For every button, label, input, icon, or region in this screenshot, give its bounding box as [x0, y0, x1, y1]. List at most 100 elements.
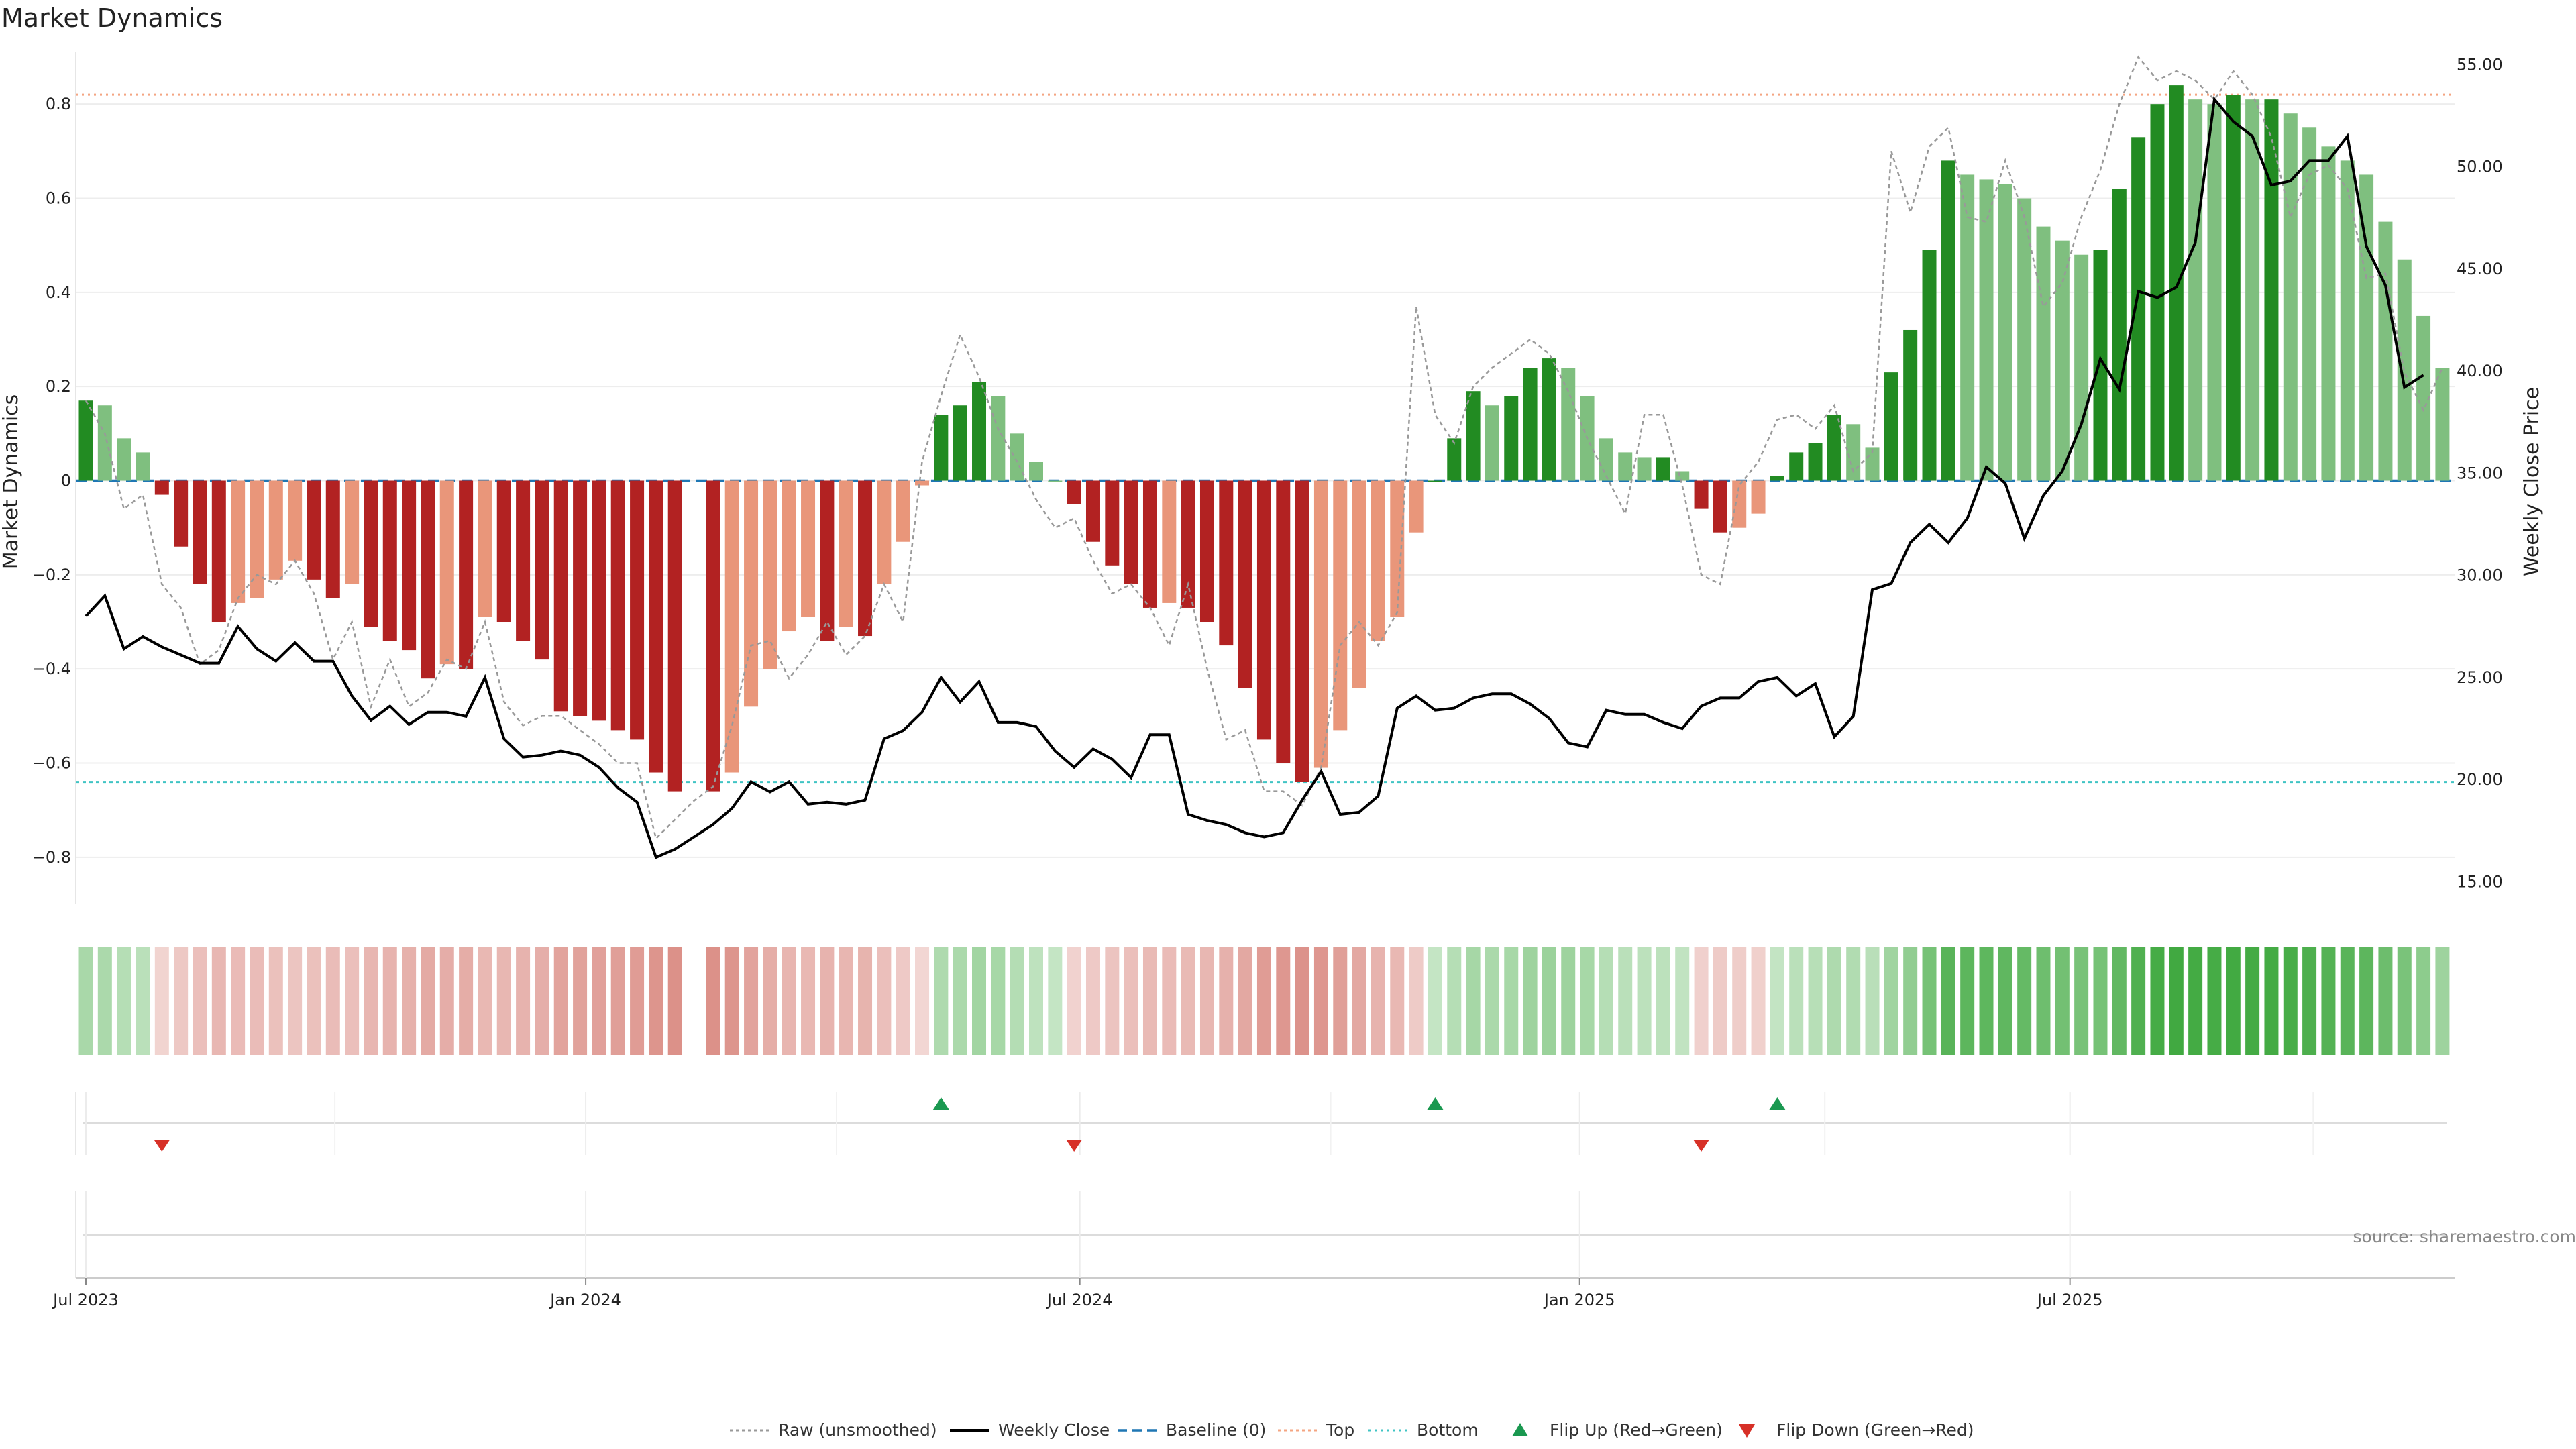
strip-cell: [325, 947, 340, 1055]
dynamics-bar: [2283, 113, 2298, 481]
dynamics-bar: [136, 452, 150, 481]
strip-cell: [2207, 947, 2222, 1055]
dynamics-bar: [2036, 226, 2051, 481]
dynamics-bar: [268, 480, 283, 580]
strip-cell: [1979, 947, 1994, 1055]
strip-cell: [553, 947, 568, 1055]
strip-cell: [174, 947, 189, 1055]
strip-cell: [1637, 947, 1652, 1055]
strip-cell: [1124, 947, 1138, 1055]
left-y-axis-label: Market Dynamics: [0, 394, 23, 570]
dynamics-bar: [1447, 438, 1462, 481]
dynamics-bar: [1694, 480, 1709, 509]
x-tick-label: Jan 2024: [549, 1291, 621, 1309]
dynamics-bar: [2093, 250, 2108, 481]
dynamics-bar: [1656, 457, 1670, 481]
strip-cell: [1390, 947, 1405, 1055]
dynamics-bar: [1390, 480, 1405, 617]
dynamics-bar: [154, 480, 169, 495]
strip-cell: [1333, 947, 1348, 1055]
regime-strip: [78, 947, 2450, 1055]
strip-cell: [288, 947, 303, 1055]
strip-cell: [364, 947, 378, 1055]
dynamics-bar: [1256, 480, 1271, 740]
strip-cell: [402, 947, 417, 1055]
legend-label: Top: [1326, 1420, 1354, 1440]
strip-cell: [2112, 947, 2127, 1055]
dynamics-bar: [364, 480, 378, 627]
strip-cell: [1313, 947, 1328, 1055]
dynamics-bar: [877, 480, 892, 584]
dynamics-bar: [2150, 104, 2165, 481]
dynamics-bar: [915, 480, 930, 486]
dynamics-bar: [1618, 452, 1633, 481]
right-tick-label: 45.00: [2457, 260, 2503, 278]
strip-cell: [2416, 947, 2431, 1055]
dynamics-bar: [1181, 480, 1195, 608]
dynamics-bar: [820, 480, 835, 641]
strip-cell: [1029, 947, 1043, 1055]
dynamics-bar: [763, 480, 777, 669]
strip-cell: [193, 947, 207, 1055]
strip-cell: [1010, 947, 1024, 1055]
dynamics-bar: [1219, 480, 1234, 646]
dynamics-bar: [1067, 480, 1081, 504]
dynamics-bar: [382, 480, 397, 641]
legend-swatch: [1739, 1424, 1755, 1438]
strip-cell: [1447, 947, 1462, 1055]
strip-cell: [478, 947, 492, 1055]
strip-cell: [1922, 947, 1937, 1055]
dynamics-bar: [97, 405, 112, 481]
strip-cell: [801, 947, 816, 1055]
market-dynamics-bars: [78, 85, 2450, 792]
strip-cell: [2321, 947, 2336, 1055]
strip-cell: [1142, 947, 1157, 1055]
strip-cell: [1276, 947, 1291, 1055]
dynamics-bar: [288, 480, 303, 561]
strip-cell: [1675, 947, 1690, 1055]
strip-cell: [667, 947, 682, 1055]
left-tick-label: −0.2: [32, 566, 71, 584]
strip-cell: [1504, 947, 1519, 1055]
source-label: source: sharemaestro.com: [2353, 1227, 2576, 1246]
dynamics-bar: [744, 480, 759, 707]
dynamics-bar: [1010, 433, 1024, 481]
strip-cell: [839, 947, 853, 1055]
dynamics-bar: [516, 480, 531, 641]
flip-markers: [154, 1097, 1786, 1152]
dynamics-bar: [535, 480, 549, 660]
dynamics-bar: [1409, 480, 1424, 533]
strip-cell: [345, 947, 360, 1055]
bottom-panel: source: sharemaestro.com: [75, 1191, 2576, 1279]
weekly-close-line: [85, 96, 2424, 859]
strip-cell: [211, 947, 226, 1055]
dynamics-bar: [991, 396, 1006, 481]
right-tick-label: 35.00: [2457, 464, 2503, 482]
dynamics-bar: [1105, 480, 1120, 566]
strip-cell: [877, 947, 892, 1055]
strip-cell: [1466, 947, 1481, 1055]
strip-cell: [2131, 947, 2146, 1055]
dynamics-bar: [250, 480, 264, 598]
flip-up-marker: [1427, 1097, 1444, 1110]
dynamics-bar: [1960, 174, 1975, 481]
dynamics-bar: [1485, 405, 1499, 481]
dynamics-bar: [174, 480, 189, 547]
strip-cell: [820, 947, 835, 1055]
strip-cell: [2245, 947, 2260, 1055]
dynamics-bar: [2207, 104, 2222, 481]
strip-cell: [1219, 947, 1234, 1055]
strip-cell: [2340, 947, 2355, 1055]
strip-cell: [2188, 947, 2203, 1055]
dynamics-bar: [1352, 480, 1366, 688]
strip-cell: [1865, 947, 1880, 1055]
strip-cell: [573, 947, 588, 1055]
strip-cell: [97, 947, 112, 1055]
left-tick-label: −0.8: [32, 848, 71, 867]
dynamics-bar: [211, 480, 226, 623]
dynamics-bar: [553, 480, 568, 712]
dynamics-bar: [1922, 250, 1937, 481]
legend-swatch: [1512, 1423, 1528, 1436]
strip-cell: [268, 947, 283, 1055]
strip-cell: [2017, 947, 2032, 1055]
